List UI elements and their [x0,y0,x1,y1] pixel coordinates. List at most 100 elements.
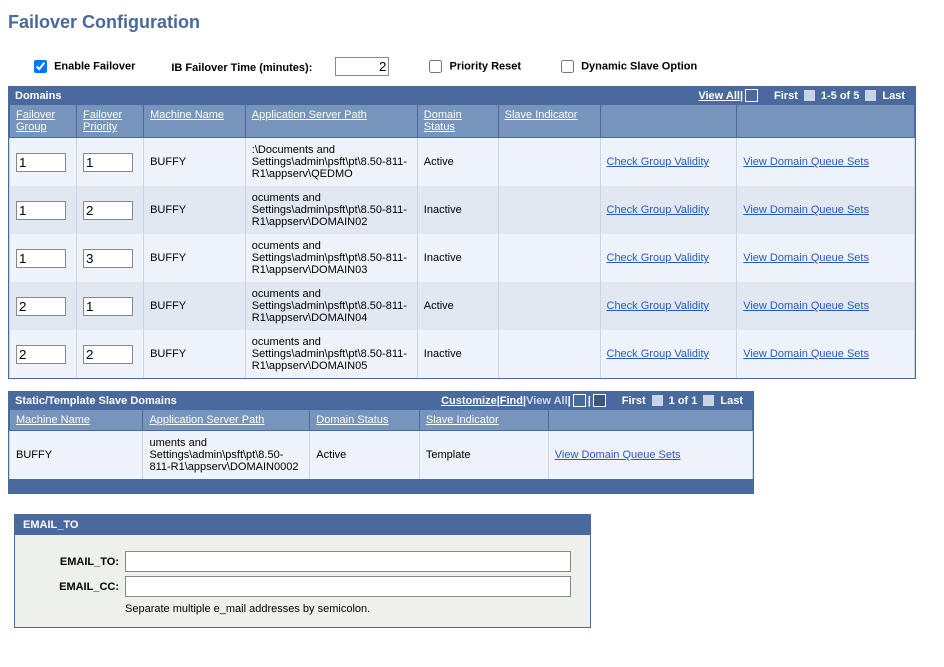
cell-status: Active [310,431,420,480]
priority-reset-checkbox[interactable] [429,60,442,73]
cell-machine: BUFFY [144,186,246,234]
column-header[interactable] [548,410,752,431]
cell-link1: Check Group Validity [600,234,737,282]
view-domain-queue-sets-link[interactable]: View Domain Queue Sets [743,300,869,312]
next-icon[interactable] [865,90,876,101]
failover-priority-input[interactable] [83,153,133,172]
view-domain-queue-sets-link[interactable]: View Domain Queue Sets [743,348,869,360]
cell-path: ocuments and Settings\admin\psft\pt\8.50… [245,186,417,234]
cell-priority [77,282,144,330]
ib-time-label: IB Failover Time (minutes): [171,62,312,74]
column-header[interactable]: Application Server Path [143,410,310,431]
cell-path: ocuments and Settings\admin\psft\pt\8.50… [245,330,417,378]
failover-group-input[interactable] [16,249,66,268]
cell-status: Inactive [417,330,498,378]
cell-machine: BUFFY [144,330,246,378]
column-header[interactable] [600,105,737,138]
zoom-icon[interactable] [573,394,586,407]
column-header[interactable]: Domain Status [310,410,420,431]
column-header[interactable]: Domain Status [417,105,498,138]
nav-last[interactable]: Last [720,395,743,407]
dynamic-slave-field: Dynamic Slave Option [557,57,697,76]
zoom-icon[interactable] [745,89,758,102]
view-all-link[interactable]: View All [526,395,568,407]
enable-failover-label: Enable Failover [54,60,135,72]
failover-priority-input[interactable] [83,201,133,220]
email-cc-label: EMAIL_CC: [27,581,119,593]
failover-group-input[interactable] [16,345,66,364]
column-header[interactable]: Application Server Path [245,105,417,138]
cell-priority [77,186,144,234]
cell-machine: BUFFY [10,431,143,480]
cell-group [10,282,77,330]
view-domain-queue-sets-link[interactable]: View Domain Queue Sets [555,449,681,461]
table-row: BUFFY:\Documents and Settings\admin\psft… [10,138,915,187]
cell-slave [498,186,600,234]
cell-group [10,186,77,234]
cell-path: ocuments and Settings\admin\psft\pt\8.50… [245,234,417,282]
cell-status: Active [417,138,498,187]
column-header[interactable]: Slave Indicator [498,105,600,138]
column-header[interactable]: Machine Name [10,410,143,431]
check-group-validity-link[interactable]: Check Group Validity [607,348,710,360]
failover-group-input[interactable] [16,153,66,172]
nav-first[interactable]: First [622,395,646,407]
cell-status: Inactive [417,234,498,282]
grid-icon[interactable] [593,394,606,407]
check-group-validity-link[interactable]: Check Group Validity [607,156,710,168]
priority-reset-field: Priority Reset [425,57,521,76]
cell-link2: View Domain Queue Sets [737,282,915,330]
cell-machine: BUFFY [144,234,246,282]
failover-priority-input[interactable] [83,249,133,268]
view-domain-queue-sets-link[interactable]: View Domain Queue Sets [743,252,869,264]
customize-link[interactable]: Customize [441,395,497,407]
cell-link2: View Domain Queue Sets [737,234,915,282]
check-group-validity-link[interactable]: Check Group Validity [607,252,710,264]
domains-grid: Domains View All | First 1-5 of 5 Last F… [8,86,916,379]
ib-time-input[interactable] [335,57,389,76]
find-link[interactable]: Find [500,395,523,407]
view-domain-queue-sets-link[interactable]: View Domain Queue Sets [743,204,869,216]
table-row: BUFFYocuments and Settings\admin\psft\pt… [10,186,915,234]
cell-slave: Template [419,431,548,480]
email-cc-input[interactable] [125,576,571,597]
dynamic-slave-checkbox[interactable] [561,60,574,73]
check-group-validity-link[interactable]: Check Group Validity [607,300,710,312]
slave-grid-title: Static/Template Slave Domains [15,395,177,407]
cell-link1: Check Group Validity [600,330,737,378]
cell-link: View Domain Queue Sets [548,431,752,480]
column-header[interactable]: Failover Priority [77,105,144,138]
ib-time-field: IB Failover Time (minutes): [171,57,389,76]
nav-last[interactable]: Last [882,90,905,102]
nav-first[interactable]: First [774,90,798,102]
column-header[interactable] [737,105,915,138]
email-box: EMAIL_TO EMAIL_TO: EMAIL_CC: Separate mu… [14,514,591,628]
check-group-validity-link[interactable]: Check Group Validity [607,204,710,216]
cell-path: ocuments and Settings\admin\psft\pt\8.50… [245,282,417,330]
email-to-input[interactable] [125,551,571,572]
cell-link1: Check Group Validity [600,282,737,330]
domains-grid-title: Domains [15,90,61,102]
failover-group-input[interactable] [16,201,66,220]
cell-group [10,138,77,187]
column-header[interactable]: Machine Name [144,105,246,138]
cell-priority [77,234,144,282]
cell-slave [498,330,600,378]
enable-failover-checkbox[interactable] [34,60,47,73]
email-to-label: EMAIL_TO: [27,556,119,568]
column-header[interactable]: Slave Indicator [419,410,548,431]
view-all-link[interactable]: View All [698,90,740,102]
cell-slave [498,138,600,187]
prev-icon[interactable] [804,90,815,101]
cell-priority [77,330,144,378]
enable-failover-field: Enable Failover [30,57,135,76]
failover-priority-input[interactable] [83,345,133,364]
next-icon[interactable] [703,395,714,406]
prev-icon[interactable] [652,395,663,406]
cell-machine: BUFFY [144,138,246,187]
view-domain-queue-sets-link[interactable]: View Domain Queue Sets [743,156,869,168]
cell-machine: BUFFY [144,282,246,330]
column-header[interactable]: Failover Group [10,105,77,138]
failover-group-input[interactable] [16,297,66,316]
failover-priority-input[interactable] [83,297,133,316]
